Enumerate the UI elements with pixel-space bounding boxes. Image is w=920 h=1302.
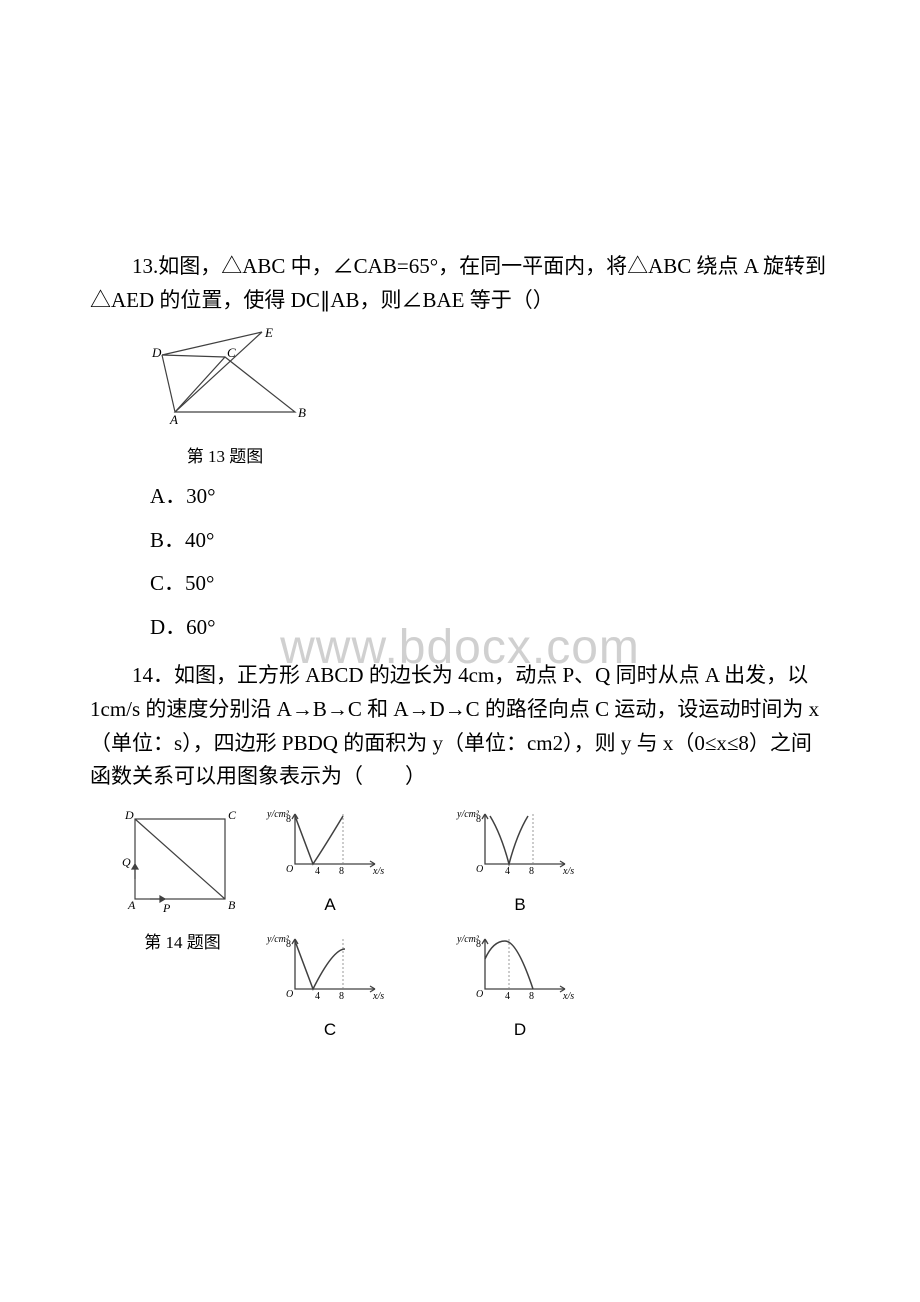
svg-text:x/s: x/s: [372, 866, 384, 877]
svg-text:4: 4: [505, 991, 510, 1002]
svg-text:4: 4: [315, 866, 320, 877]
q14-label-b: B: [455, 891, 585, 918]
q14-charts-grid: y/cm² 8 O 4 8 x/s A: [265, 804, 585, 1044]
svg-text:O: O: [476, 864, 483, 875]
svg-text:Q: Q: [122, 855, 131, 869]
q13-option-c: C．50°: [150, 567, 830, 601]
svg-text:C: C: [228, 808, 237, 822]
q14-label-c: C: [265, 1016, 395, 1043]
svg-text:8: 8: [339, 991, 344, 1002]
svg-text:4: 4: [315, 991, 320, 1002]
svg-text:B: B: [298, 405, 306, 420]
q13-text: 13.如图，△ABC 中，∠CAB=65°，在同一平面内，将△ABC 绕点 A …: [90, 250, 830, 317]
svg-text:8: 8: [286, 814, 291, 825]
svg-text:E: E: [264, 327, 273, 340]
svg-text:O: O: [476, 989, 483, 1000]
svg-text:B: B: [228, 898, 236, 912]
svg-text:O: O: [286, 989, 293, 1000]
q14-figures: A B C D P Q 第 14 题图: [120, 804, 830, 1044]
q14-left-figure: A B C D P Q 第 14 题图: [120, 804, 245, 1044]
q14-label-d: D: [455, 1016, 585, 1043]
q14-text: 14．如图，正方形 ABCD 的边长为 4cm，动点 P、Q 同时从点 A 出发…: [90, 659, 830, 793]
q14-chart-a: y/cm² 8 O 4 8 x/s A: [265, 804, 395, 919]
svg-text:A: A: [127, 898, 136, 912]
content-area: 13.如图，△ABC 中，∠CAB=65°，在同一平面内，将△ABC 绕点 A …: [90, 250, 830, 1043]
q14-square-diagram: A B C D P Q: [120, 804, 245, 914]
q13-option-a: A．30°: [150, 480, 830, 514]
q14-chart-c: y/cm² 8 O 4 8 x/s C: [265, 929, 395, 1044]
svg-text:8: 8: [286, 939, 291, 950]
svg-text:O: O: [286, 864, 293, 875]
svg-text:C: C: [227, 345, 236, 360]
svg-text:x/s: x/s: [562, 866, 574, 877]
q14-label-a: A: [265, 891, 395, 918]
svg-text:x/s: x/s: [372, 991, 384, 1002]
q14-chart-d: y/cm² 8 O 4 8 x/s D: [455, 929, 585, 1044]
svg-text:8: 8: [476, 814, 481, 825]
q13-diagram: A B C D E: [150, 327, 320, 427]
q13-option-d: D．60°: [150, 611, 830, 645]
svg-text:8: 8: [529, 991, 534, 1002]
svg-text:x/s: x/s: [562, 991, 574, 1002]
q13-caption: 第 13 题图: [150, 443, 300, 470]
svg-text:P: P: [162, 901, 171, 914]
svg-text:D: D: [151, 345, 162, 360]
q13-figure: A B C D E 第 13 题图: [150, 327, 830, 470]
q14-chart-b: y/cm² 8 O 4 8 x/s B: [455, 804, 585, 919]
svg-text:8: 8: [339, 866, 344, 877]
svg-text:D: D: [124, 808, 134, 822]
svg-text:8: 8: [476, 939, 481, 950]
svg-text:A: A: [169, 412, 178, 427]
svg-text:8: 8: [529, 866, 534, 877]
q14-left-caption: 第 14 题图: [120, 929, 245, 956]
q13-option-b: B．40°: [150, 524, 830, 558]
svg-text:4: 4: [505, 866, 510, 877]
